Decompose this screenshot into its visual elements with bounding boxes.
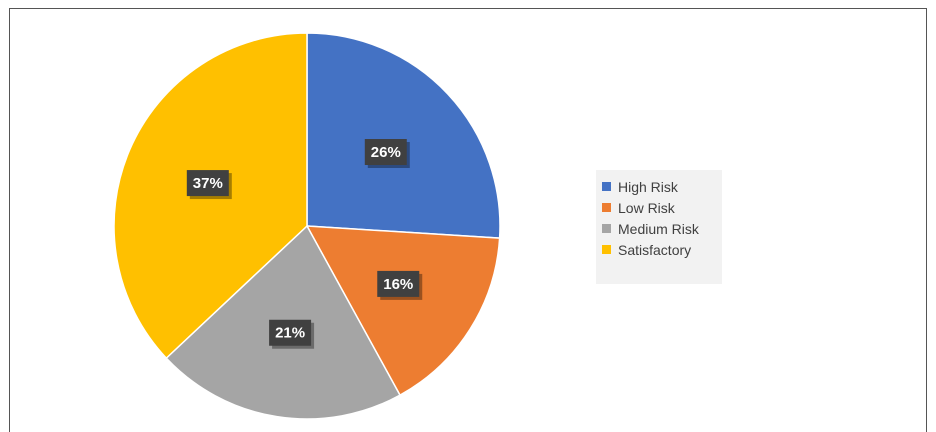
data-label-box <box>364 139 407 166</box>
legend-item-low-risk: Low Risk <box>602 197 716 218</box>
data-label-box <box>377 270 420 297</box>
legend-swatch-low-risk <box>602 203 611 212</box>
legend-label-satisfactory: Satisfactory <box>618 241 692 258</box>
data-label-text-medium-risk: 21% <box>275 325 305 342</box>
legend-item-medium-risk: Medium Risk <box>602 218 716 239</box>
legend-swatch-satisfactory <box>602 245 611 254</box>
data-label-low-risk: 16% <box>377 270 423 300</box>
legend-swatch-medium-risk <box>602 224 611 233</box>
legend-swatch-high-risk <box>602 182 611 191</box>
legend-label-medium-risk: Medium Risk <box>618 220 699 237</box>
data-label-satisfactory: 37% <box>186 170 232 200</box>
data-label-medium-risk: 21% <box>269 319 315 349</box>
pie-slice-low-risk <box>305 225 501 397</box>
legend-label-low-risk: Low Risk <box>618 199 675 216</box>
data-label-high-risk: 26% <box>364 139 410 169</box>
pie-slice-high-risk <box>306 32 501 239</box>
legend-label-high-risk: High Risk <box>618 178 678 195</box>
data-label-text-high-risk: 26% <box>371 144 401 161</box>
legend-item-high-risk: High Risk <box>602 176 716 197</box>
legend-item-satisfactory: Satisfactory <box>602 239 716 260</box>
data-label-text-satisfactory: 37% <box>193 175 223 192</box>
data-label-box <box>269 319 312 346</box>
chart-legend: High Risk Low Risk Medium Risk Satisfact… <box>596 170 722 284</box>
data-label-box <box>186 170 229 197</box>
data-label-text-low-risk: 16% <box>383 276 413 293</box>
